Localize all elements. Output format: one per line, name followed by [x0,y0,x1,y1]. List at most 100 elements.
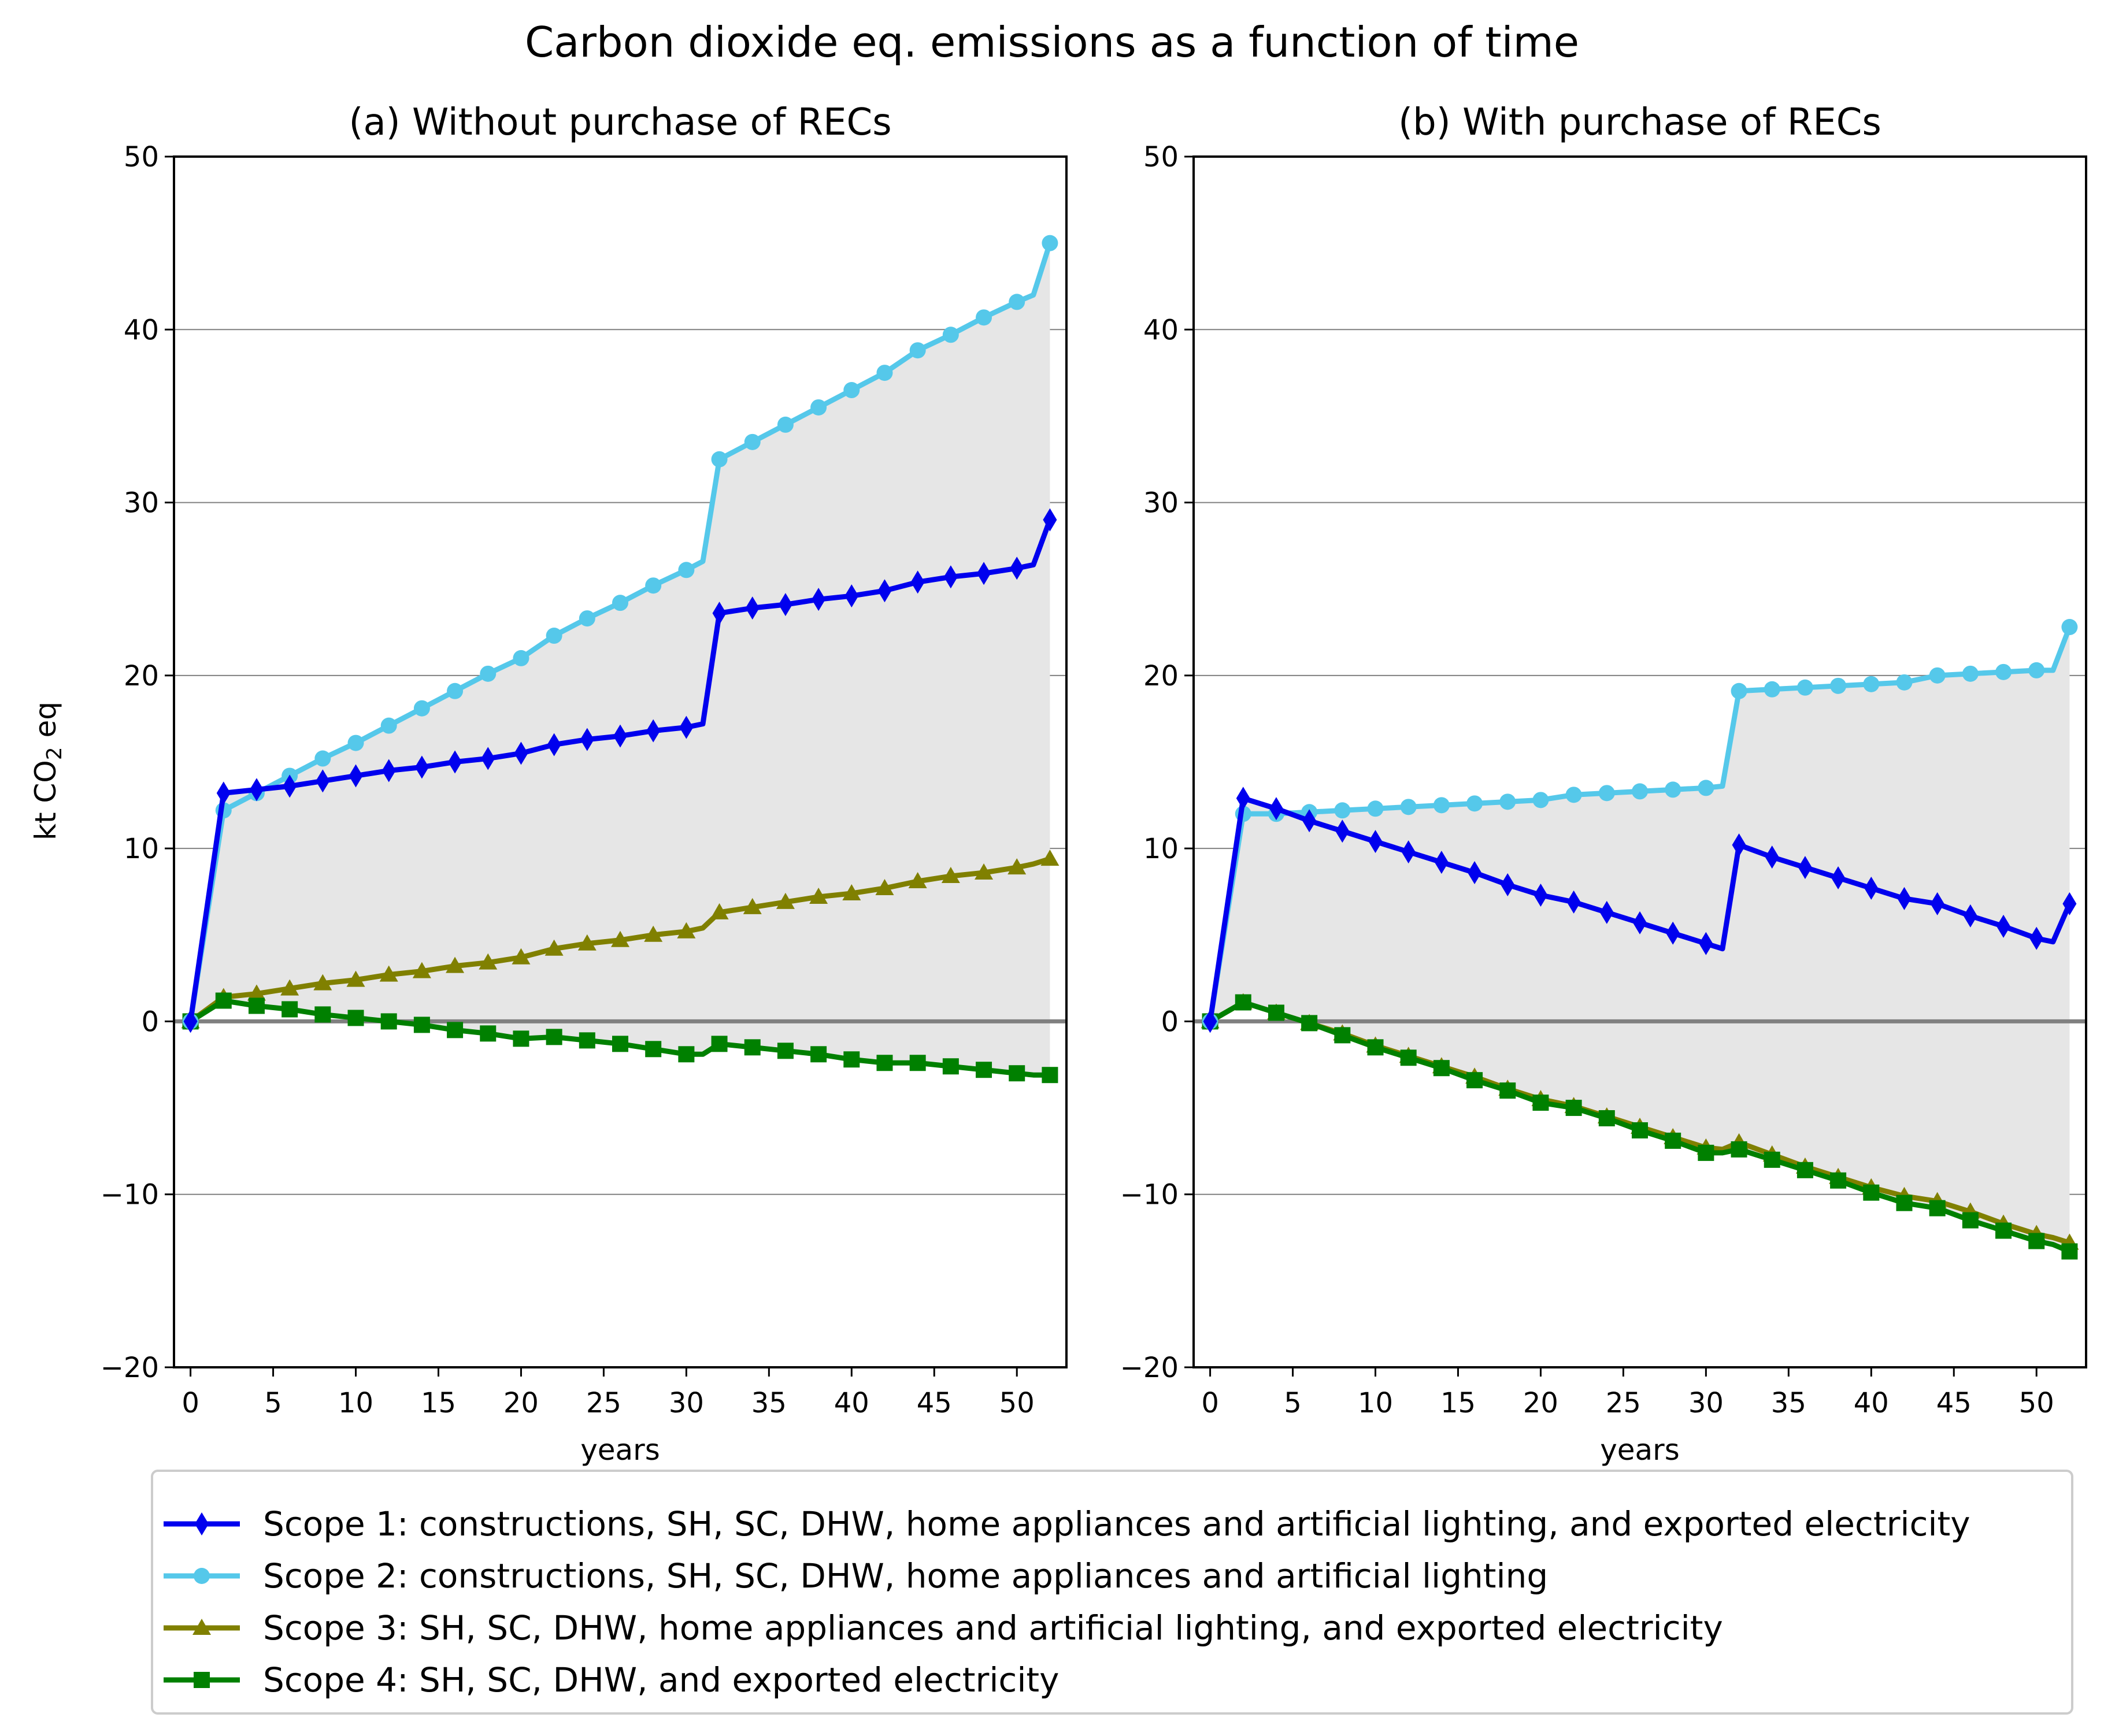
legend-entry-scope-2: Scope 2: constructions, SH, SC, DHW, hom… [164,1556,1548,1596]
data-point [1798,856,1812,880]
data-point [480,665,497,682]
data-point [776,892,795,909]
x-tick-label: 15 [1440,1387,1476,1419]
data-point [1698,1144,1714,1161]
data-point [1268,1004,1284,1021]
data-point [413,1017,430,1033]
data-point [1042,1067,1058,1084]
data-point [876,1055,893,1071]
data-point [612,595,628,611]
data-point [313,974,332,991]
panel-title: (b) With purchase of RECs [1398,101,1881,144]
legend-marker [194,1672,210,1688]
data-point [1896,674,1913,691]
data-point [1764,681,1780,698]
data-point [812,588,826,611]
x-tick-label: 0 [181,1387,199,1419]
x-tick-label: 25 [586,1387,621,1419]
legend-marker [192,1619,211,1635]
axes-frame [1192,155,2087,1368]
data-point [1434,851,1449,874]
data-point [843,1051,860,1068]
y-tick-label: 50 [1143,141,1179,173]
data-point [1764,1151,1780,1168]
data-point [1302,809,1317,833]
data-point [809,887,828,904]
legend-marker [194,1568,210,1584]
data-point [579,1032,595,1049]
y-tick-label: −20 [1120,1352,1179,1384]
data-point [1334,802,1351,819]
data-point [1962,665,1979,682]
series-scope-4 [182,992,1058,1084]
y-tick-label: 20 [1143,660,1179,692]
data-point [314,1006,331,1023]
legend: Scope 1: constructions, SH, SC, DHW, hom… [151,1470,2073,1715]
data-point [346,970,365,987]
data-point [446,956,465,973]
panel-title: (a) Without purchase of RECs [349,101,891,144]
data-point [1633,911,1647,934]
y-tick-label: 0 [1161,1006,1179,1038]
shaded-region [190,243,1050,1075]
data-point [247,984,266,1001]
data-point [249,778,264,802]
data-point [481,747,495,770]
x-tick-label: 10 [1358,1387,1393,1419]
data-point [512,948,531,965]
data-point [447,682,464,699]
data-point [347,1010,364,1026]
data-point [1666,921,1680,945]
data-point [612,1036,628,1052]
data-point [447,1022,464,1038]
x-tick-label: 45 [917,1387,952,1419]
data-point [1665,1132,1681,1149]
data-point [844,584,859,608]
data-point [1929,667,1946,684]
data-point [1007,858,1027,875]
x-tick-label: 45 [1936,1387,1972,1419]
data-point [1532,1095,1549,1111]
data-point [942,1058,959,1075]
data-point [314,750,331,767]
data-point [380,717,397,734]
y-tick-label: 10 [1143,833,1179,865]
data-point [645,577,662,594]
data-point [216,781,231,805]
data-point [316,769,330,793]
data-point [183,1010,198,1033]
series-scope-1 [1203,787,2077,1033]
data-point [248,997,265,1014]
data-point [909,342,926,359]
data-point [1040,850,1060,866]
y-tick-label: 40 [124,314,159,346]
data-point [1599,900,1614,924]
series-scope-1 [183,508,1057,1033]
data-point [1765,845,1779,869]
data-point [381,759,396,782]
data-point [579,610,595,627]
data-point [1566,890,1581,914]
legend-label: Scope 1: constructions, SH, SC, DHW, hom… [263,1504,1970,1544]
x-tick-label: 30 [669,1387,704,1419]
data-point [480,1025,497,1042]
data-point [908,872,927,889]
legend-entry-scope-1: Scope 1: constructions, SH, SC, DHW, hom… [164,1504,1970,1544]
data-point [1864,876,1879,900]
legend-label: Scope 3: SH, SC, DHW, home appliances an… [263,1608,1723,1648]
data-point [280,979,299,996]
series-scope-2 [182,235,1058,1030]
data-point [2061,1243,2078,1260]
data-point [1334,1027,1351,1044]
data-point [479,953,498,970]
data-point [1009,294,1025,310]
y-tick-label: 30 [1143,487,1179,520]
data-point [711,1036,728,1052]
series-scope-4 [1202,994,2078,1260]
y-tick-label: 20 [124,660,159,692]
data-point [412,962,431,978]
data-point [677,922,696,939]
data-point [1203,1010,1217,1033]
data-point [1367,800,1384,817]
data-point [778,593,792,617]
